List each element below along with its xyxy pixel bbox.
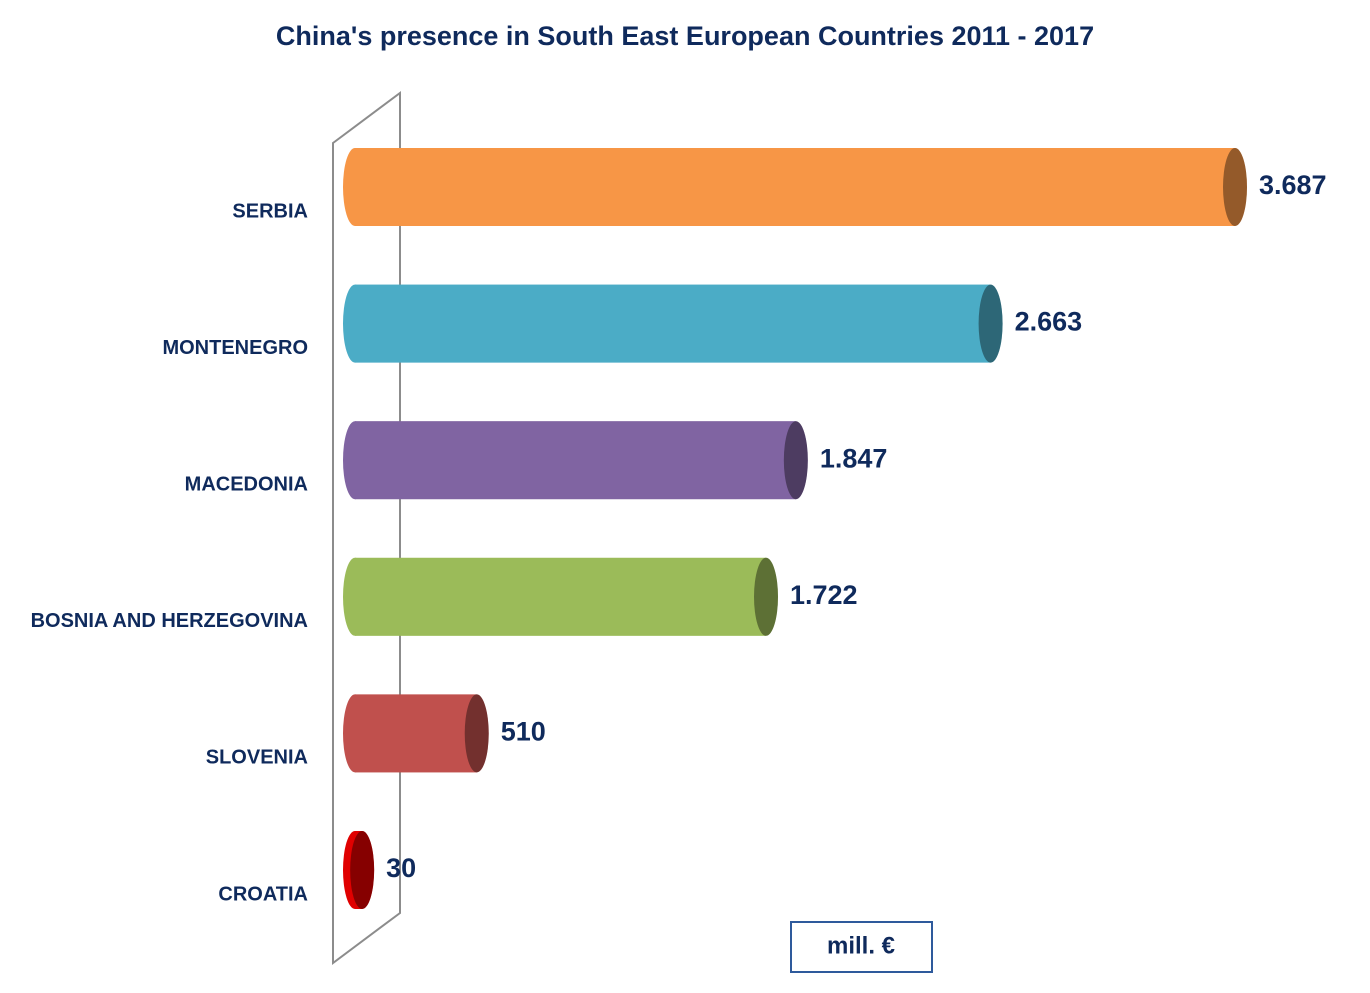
bar-shade — [355, 421, 796, 500]
bar-cap-shade — [1223, 148, 1247, 226]
unit-label: mill. € — [827, 932, 895, 959]
category-label: CROATIA — [218, 883, 308, 905]
value-label: 510 — [501, 717, 546, 747]
bar-cap-shade — [464, 694, 489, 773]
unit-box — [790, 921, 933, 973]
bar-cap — [1223, 148, 1247, 226]
value-label: 2.663 — [1015, 307, 1083, 337]
bar-shade — [355, 557, 767, 636]
bar-shade — [355, 284, 991, 363]
category-label: MACEDONIA — [185, 473, 308, 495]
category-label: MONTENEGRO — [162, 337, 308, 359]
bar-cap — [754, 557, 779, 636]
bar-cap-shade — [978, 284, 1003, 363]
value-label: 3.687 — [1259, 170, 1327, 200]
bar-cap-shade — [350, 831, 375, 909]
category-label: BOSNIA AND HERZEGOVINA — [31, 610, 308, 632]
value-label: 30 — [386, 853, 416, 883]
value-label: 1.847 — [820, 443, 888, 473]
category-label: SERBIA — [232, 200, 308, 222]
category-label: SLOVENIA — [206, 747, 308, 769]
bar-shade — [355, 148, 1235, 226]
bar-cap — [978, 284, 1003, 363]
bar-cap — [464, 694, 489, 773]
bar-shade — [355, 694, 477, 773]
chart-title: China's presence in South East European … — [276, 21, 1094, 51]
bar-cap-shade — [754, 557, 779, 636]
value-label: 1.722 — [790, 580, 858, 610]
bar-cap — [350, 831, 375, 909]
back-wall — [332, 91, 401, 965]
bar-cap-shade — [783, 421, 808, 500]
bar-cap — [783, 421, 808, 500]
